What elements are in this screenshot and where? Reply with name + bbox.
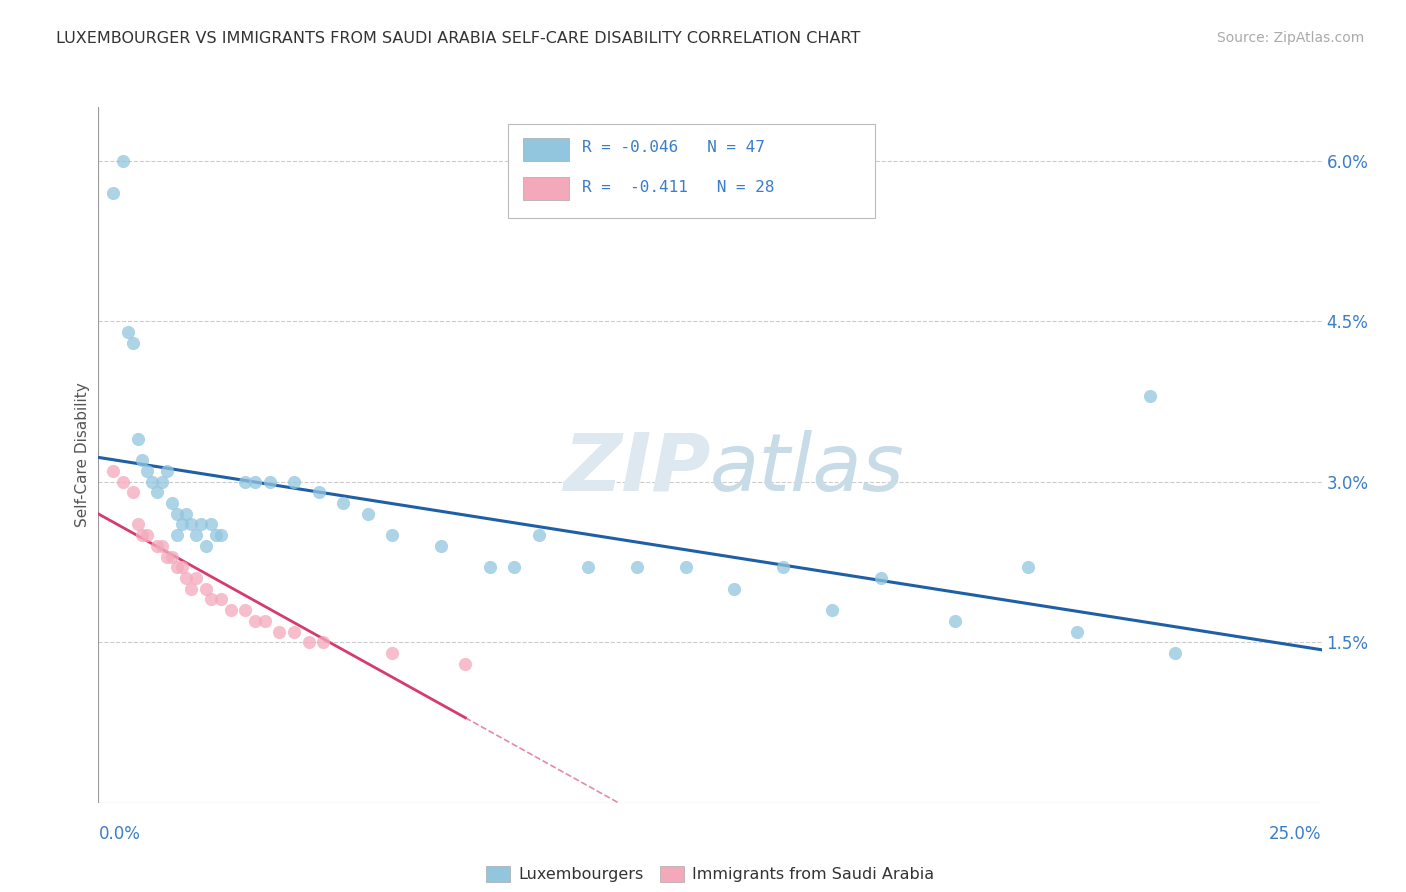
FancyBboxPatch shape xyxy=(508,124,875,219)
Point xyxy=(127,432,149,446)
Point xyxy=(870,571,893,585)
Point xyxy=(101,186,124,200)
Point xyxy=(160,549,183,564)
Point xyxy=(576,560,599,574)
Point xyxy=(503,560,526,574)
Point xyxy=(283,475,305,489)
Point xyxy=(527,528,550,542)
Point xyxy=(176,571,198,585)
Point xyxy=(356,507,378,521)
Point xyxy=(166,507,188,521)
Point xyxy=(478,560,501,574)
Point xyxy=(146,485,169,500)
Point xyxy=(111,475,134,489)
Point xyxy=(283,624,305,639)
Point xyxy=(723,582,745,596)
Point xyxy=(233,603,256,617)
Text: atlas: atlas xyxy=(710,430,905,508)
Point xyxy=(1017,560,1039,574)
Point xyxy=(675,560,697,574)
Point xyxy=(243,475,266,489)
Point xyxy=(269,624,291,639)
Point xyxy=(156,464,179,478)
Point xyxy=(150,475,173,489)
Point xyxy=(200,517,222,532)
Point xyxy=(308,485,330,500)
FancyBboxPatch shape xyxy=(523,178,569,200)
Point xyxy=(111,153,134,168)
Point xyxy=(253,614,276,628)
Point xyxy=(200,592,222,607)
Point xyxy=(146,539,169,553)
Point xyxy=(381,646,404,660)
Point xyxy=(209,528,232,542)
Point xyxy=(117,325,139,339)
Point xyxy=(180,582,202,596)
Point xyxy=(259,475,281,489)
Text: 0.0%: 0.0% xyxy=(98,825,141,843)
Point xyxy=(243,614,266,628)
Point xyxy=(170,517,193,532)
Text: 25.0%: 25.0% xyxy=(1270,825,1322,843)
Point xyxy=(141,475,163,489)
Point xyxy=(170,560,193,574)
Text: Source: ZipAtlas.com: Source: ZipAtlas.com xyxy=(1216,31,1364,45)
Point xyxy=(772,560,794,574)
Point xyxy=(166,528,188,542)
Point xyxy=(150,539,173,553)
Point xyxy=(821,603,844,617)
Point xyxy=(156,549,179,564)
FancyBboxPatch shape xyxy=(523,138,569,161)
Point xyxy=(312,635,335,649)
Point xyxy=(136,528,159,542)
Point xyxy=(176,507,198,521)
Legend: Luxembourgers, Immigrants from Saudi Arabia: Luxembourgers, Immigrants from Saudi Ara… xyxy=(479,859,941,888)
Point xyxy=(1164,646,1187,660)
Point xyxy=(121,485,143,500)
Point xyxy=(430,539,453,553)
Point xyxy=(131,528,153,542)
Point xyxy=(190,517,212,532)
Point xyxy=(166,560,188,574)
Point xyxy=(332,496,354,510)
Point xyxy=(298,635,321,649)
Point xyxy=(626,560,648,574)
Point xyxy=(1139,389,1161,403)
Y-axis label: Self-Care Disability: Self-Care Disability xyxy=(75,383,90,527)
Point xyxy=(205,528,228,542)
Point xyxy=(454,657,477,671)
Point xyxy=(160,496,183,510)
Point xyxy=(219,603,242,617)
Text: R = -0.046   N = 47: R = -0.046 N = 47 xyxy=(582,140,765,155)
Point xyxy=(180,517,202,532)
Point xyxy=(195,539,218,553)
Point xyxy=(101,464,124,478)
Point xyxy=(121,335,143,350)
Point xyxy=(381,528,404,542)
Text: R =  -0.411   N = 28: R = -0.411 N = 28 xyxy=(582,179,775,194)
Point xyxy=(209,592,232,607)
Text: LUXEMBOURGER VS IMMIGRANTS FROM SAUDI ARABIA SELF-CARE DISABILITY CORRELATION CH: LUXEMBOURGER VS IMMIGRANTS FROM SAUDI AR… xyxy=(56,31,860,46)
Point xyxy=(127,517,149,532)
Point xyxy=(233,475,256,489)
Point xyxy=(186,528,208,542)
Point xyxy=(1066,624,1088,639)
Point xyxy=(131,453,153,467)
Point xyxy=(195,582,218,596)
Point xyxy=(943,614,966,628)
Point xyxy=(186,571,208,585)
Point xyxy=(136,464,159,478)
Text: ZIP: ZIP xyxy=(562,430,710,508)
